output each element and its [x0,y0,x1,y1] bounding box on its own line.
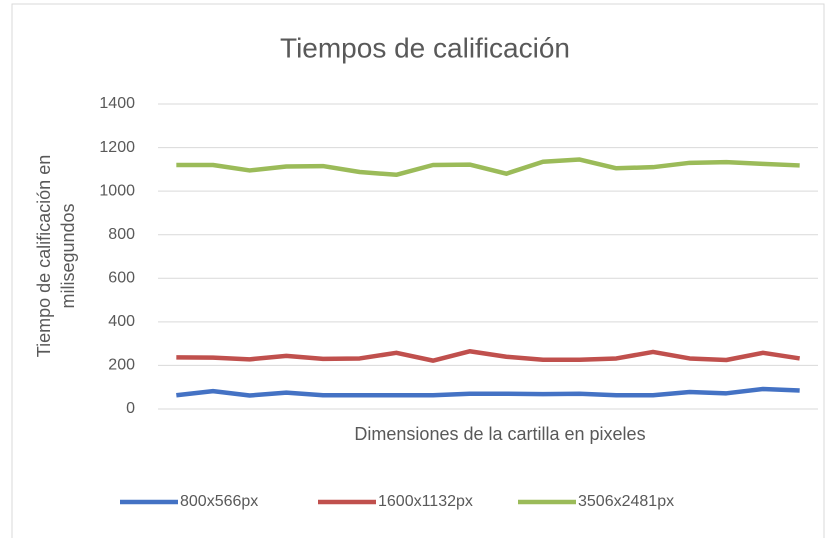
y-tick-label: 200 [108,357,135,374]
y-axis-label-line: Tiempo de calificación en [34,155,54,357]
legend-label: 3506x2481px [578,493,674,510]
chart-title: Tiempos de calificación [280,32,570,63]
chart-border [11,3,825,543]
x-axis-label: Dimensiones de la cartilla en pixeles [354,424,645,444]
y-axis-label-line: milisegundos [58,203,78,308]
y-axis-label: Tiempo de calificación en milisegundos [34,155,78,357]
y-tick-label: 1200 [99,139,135,156]
legend-label: 1600x1132px [378,493,473,510]
legend-label: 800x566px [180,493,258,510]
y-tick-label: 400 [108,313,135,330]
y-tick-label: 1000 [99,182,135,199]
y-tick-label: 0 [126,400,135,417]
y-tick-label: 1400 [99,95,135,112]
y-tick-label: 600 [108,270,135,287]
y-tick-label: 800 [108,226,135,243]
series-line [176,386,800,398]
series-line [176,349,801,363]
series-line [176,157,800,178]
